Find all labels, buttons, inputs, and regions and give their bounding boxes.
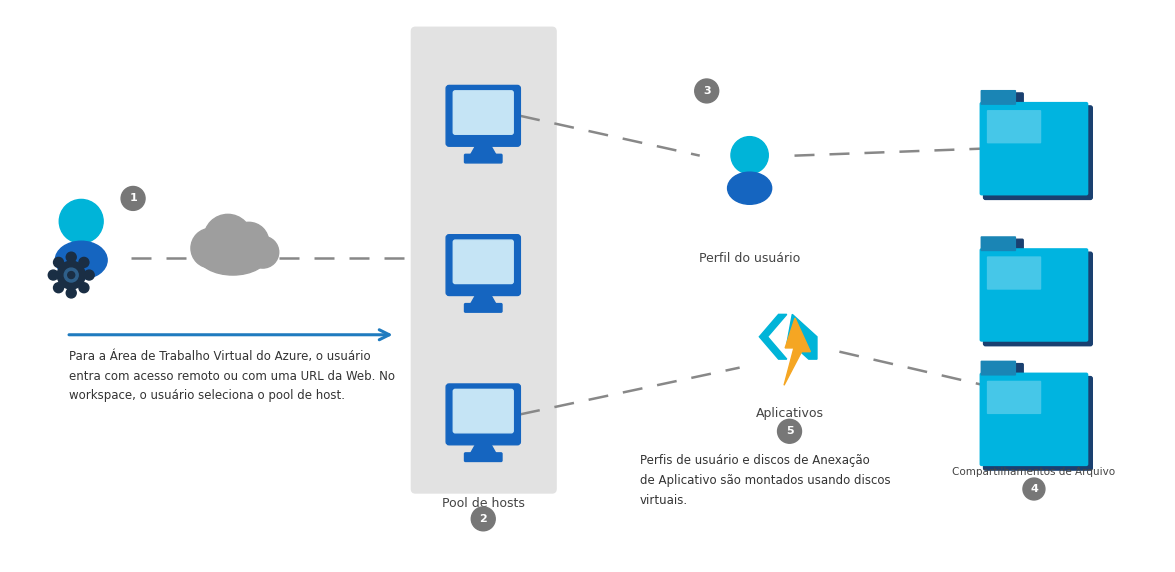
Ellipse shape <box>55 241 107 279</box>
FancyBboxPatch shape <box>985 239 1023 255</box>
Text: Para a Área de Trabalho Virtual do Azure, o usuário: Para a Área de Trabalho Virtual do Azure… <box>69 349 371 363</box>
Circle shape <box>79 283 89 293</box>
Circle shape <box>471 507 495 531</box>
Circle shape <box>192 228 230 268</box>
FancyBboxPatch shape <box>983 376 1093 470</box>
Circle shape <box>58 261 86 289</box>
Circle shape <box>121 186 145 210</box>
FancyBboxPatch shape <box>464 453 502 462</box>
Polygon shape <box>759 315 787 359</box>
Text: workspace, o usuário seleciona o pool de host.: workspace, o usuário seleciona o pool de… <box>69 390 345 403</box>
Text: Pool de hosts: Pool de hosts <box>442 497 525 510</box>
Polygon shape <box>784 318 811 386</box>
FancyBboxPatch shape <box>411 27 556 493</box>
Circle shape <box>731 137 768 174</box>
Text: Perfis de usuário e discos de Anexação: Perfis de usuário e discos de Anexação <box>640 454 870 467</box>
Text: Perfil do usuário: Perfil do usuário <box>699 252 800 265</box>
FancyBboxPatch shape <box>985 364 1023 380</box>
Text: 1: 1 <box>129 193 137 204</box>
FancyBboxPatch shape <box>980 248 1088 341</box>
FancyBboxPatch shape <box>983 106 1093 200</box>
Circle shape <box>85 270 94 280</box>
Text: 4: 4 <box>1030 484 1038 494</box>
FancyBboxPatch shape <box>987 256 1041 289</box>
Text: Compartilhamentos de Arquivo: Compartilhamentos de Arquivo <box>953 467 1115 477</box>
FancyBboxPatch shape <box>446 235 521 296</box>
Text: Aplicativos: Aplicativos <box>756 407 824 420</box>
Ellipse shape <box>197 235 268 275</box>
FancyBboxPatch shape <box>464 154 502 163</box>
Circle shape <box>79 257 89 267</box>
Circle shape <box>229 223 269 262</box>
Polygon shape <box>470 292 496 304</box>
FancyBboxPatch shape <box>454 390 513 433</box>
FancyBboxPatch shape <box>987 110 1041 144</box>
Circle shape <box>247 236 278 268</box>
Circle shape <box>66 252 76 262</box>
FancyBboxPatch shape <box>981 90 1016 105</box>
Ellipse shape <box>727 172 772 204</box>
Polygon shape <box>787 315 817 359</box>
Text: 2: 2 <box>479 514 488 524</box>
Circle shape <box>54 283 63 293</box>
FancyBboxPatch shape <box>446 384 521 445</box>
FancyBboxPatch shape <box>980 102 1088 196</box>
FancyBboxPatch shape <box>454 91 513 134</box>
FancyBboxPatch shape <box>454 240 513 284</box>
Text: 5: 5 <box>786 426 793 436</box>
Text: virtuais.: virtuais. <box>640 494 689 507</box>
Text: de Aplicativo são montados usando discos: de Aplicativo são montados usando discos <box>640 474 891 487</box>
Text: 3: 3 <box>703 86 711 96</box>
FancyBboxPatch shape <box>981 236 1016 251</box>
Circle shape <box>694 79 719 103</box>
Circle shape <box>54 257 63 267</box>
FancyBboxPatch shape <box>980 372 1088 466</box>
Circle shape <box>204 214 251 262</box>
Polygon shape <box>470 143 496 156</box>
Circle shape <box>778 419 801 443</box>
Circle shape <box>65 268 79 282</box>
FancyBboxPatch shape <box>446 85 521 146</box>
Circle shape <box>1023 478 1045 500</box>
Polygon shape <box>470 442 496 454</box>
Circle shape <box>48 270 59 280</box>
FancyBboxPatch shape <box>983 252 1093 345</box>
Circle shape <box>66 288 76 298</box>
FancyBboxPatch shape <box>987 381 1041 414</box>
Text: entra com acesso remoto ou com uma URL da Web. No: entra com acesso remoto ou com uma URL d… <box>69 370 395 383</box>
Circle shape <box>59 200 103 243</box>
Circle shape <box>68 272 75 279</box>
FancyBboxPatch shape <box>985 93 1023 109</box>
FancyBboxPatch shape <box>981 360 1016 376</box>
FancyBboxPatch shape <box>464 304 502 312</box>
